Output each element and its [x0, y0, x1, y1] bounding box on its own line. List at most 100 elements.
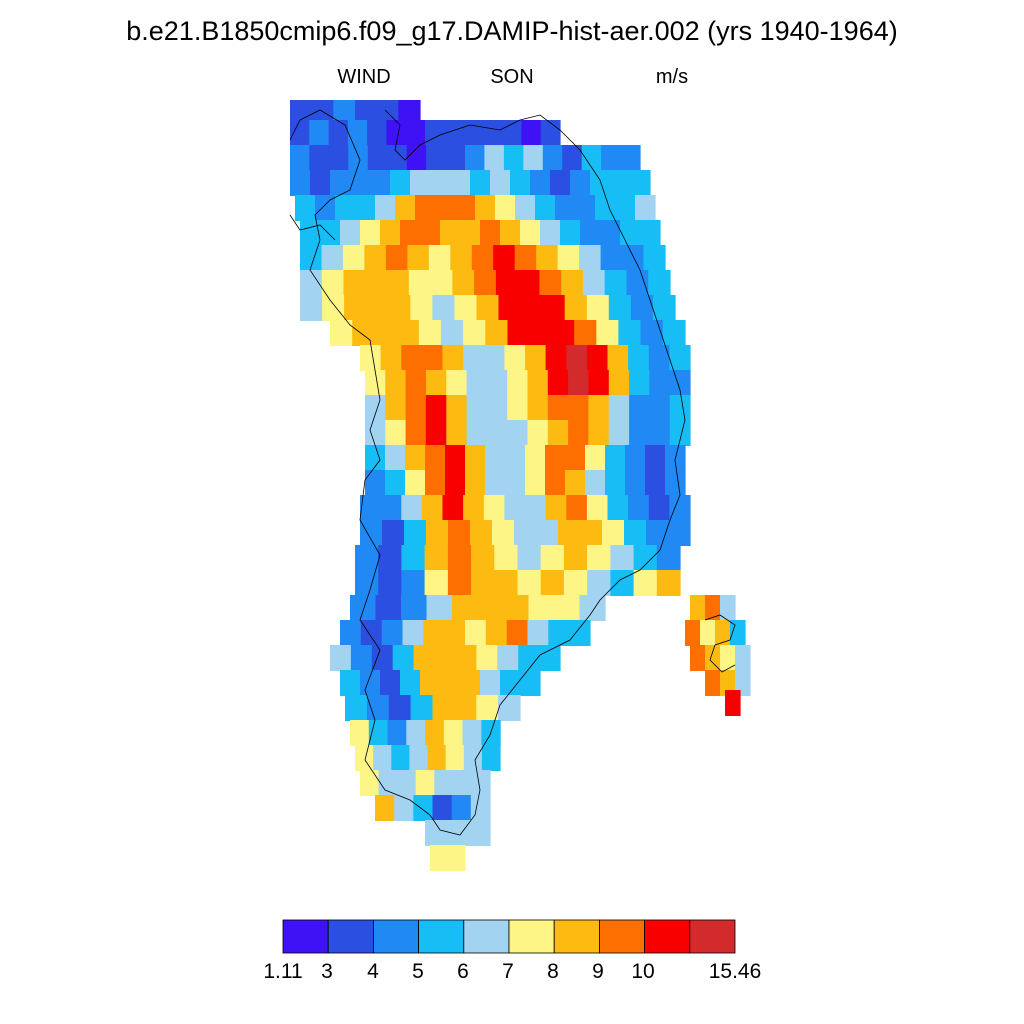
- heatmap-cell: [340, 220, 361, 246]
- heatmap-cell: [628, 495, 650, 521]
- heatmap-cell: [426, 145, 447, 171]
- heatmap-cell: [434, 645, 456, 671]
- heatmap-cell: [401, 345, 423, 371]
- heatmap-cell: [735, 645, 751, 671]
- heatmap-cell: [425, 120, 445, 146]
- heatmap-cell: [423, 620, 445, 646]
- heatmap-cell: [608, 295, 632, 321]
- heatmap-cell: [365, 270, 388, 296]
- heatmap-cell: [629, 370, 650, 396]
- heatmap-cell: [630, 170, 651, 196]
- heatmap-cell: [568, 420, 589, 446]
- colorbar-swatch: [282, 919, 329, 954]
- heatmap-cell: [450, 170, 471, 196]
- heatmap-cell: [542, 145, 563, 171]
- colorbar-swatch: [418, 919, 465, 954]
- heatmap-cell: [365, 445, 386, 471]
- heatmap-cell: [590, 170, 611, 196]
- heatmap-cell: [730, 620, 746, 646]
- heatmap-cell: [504, 495, 526, 521]
- heatmap-cell: [401, 595, 428, 621]
- heatmap-cell: [547, 370, 569, 396]
- heatmap-cell: [395, 195, 416, 221]
- heatmap-cell: [529, 320, 553, 346]
- heatmap-cell: [668, 520, 691, 546]
- heatmap-cell: [471, 570, 495, 596]
- heatmap-cell: [465, 145, 485, 171]
- heatmap-cell: [465, 445, 486, 471]
- colorbar-tick-label: 7: [502, 960, 514, 983]
- heatmap-cell: [428, 245, 451, 271]
- heatmap-cell: [470, 795, 491, 821]
- heatmap-cell: [510, 170, 531, 196]
- heatmap-cell: [405, 395, 427, 421]
- heatmap-cell: [345, 695, 368, 721]
- heatmap-cell: [470, 170, 491, 196]
- heatmap-cell: [564, 295, 588, 321]
- heatmap-cell: [705, 670, 721, 696]
- heatmap-cell: [485, 445, 506, 471]
- heatmap-cell: [520, 220, 541, 246]
- heatmap-cell: [385, 445, 406, 471]
- heatmap-cell: [656, 545, 681, 571]
- heatmap-cell: [517, 545, 542, 571]
- heatmap-cell: [400, 670, 421, 696]
- heatmap-cell: [378, 545, 402, 571]
- heatmap-cell: [485, 320, 509, 346]
- heatmap-cell: [350, 720, 370, 746]
- heatmap-cell: [406, 145, 427, 171]
- heatmap-cell: [418, 320, 442, 346]
- heatmap-cell: [565, 445, 586, 471]
- heatmap-cell: [536, 520, 559, 546]
- heatmap-cell: [725, 690, 741, 716]
- heatmap-cell: [690, 645, 706, 671]
- heatmap-cell: [536, 245, 559, 271]
- heatmap-cell: [503, 145, 524, 171]
- heatmap-cell: [360, 670, 381, 696]
- heatmap-cell: [480, 220, 501, 246]
- heatmap-cell: [385, 420, 407, 446]
- heatmap-cell: [622, 245, 645, 271]
- heatmap-cell: [579, 245, 602, 271]
- heatmap-cell: [425, 445, 446, 471]
- heatmap-cell: [585, 470, 606, 496]
- colorbar-tick-label: 15.46: [708, 960, 762, 983]
- heatmap-cell: [485, 470, 506, 496]
- heatmap-cell: [604, 270, 628, 296]
- heatmap-cell: [446, 395, 468, 421]
- heatmap-cell: [421, 495, 444, 521]
- heatmap-cell: [720, 670, 736, 696]
- colorbar-tick-label: 6: [457, 960, 469, 983]
- heatmap-cell: [588, 395, 610, 421]
- heatmap-cell: [445, 445, 466, 471]
- heatmap-cell: [311, 100, 334, 126]
- colorbar-tick-label: 3: [321, 960, 333, 983]
- heatmap-cell: [401, 495, 423, 521]
- heatmap-cell: [600, 245, 623, 271]
- heatmap-cell: [374, 320, 398, 346]
- heatmap-cell: [495, 195, 516, 221]
- heatmap-cell: [607, 345, 629, 371]
- heatmap-cell: [665, 470, 686, 496]
- heatmap-cell: [378, 770, 398, 796]
- heatmap-cell: [410, 170, 431, 196]
- heatmap-cell: [375, 195, 396, 221]
- heatmap-cell: [547, 420, 569, 446]
- heatmap-cell: [625, 445, 646, 471]
- heatmap-cell: [320, 220, 341, 246]
- heatmap-cell: [355, 570, 379, 596]
- heatmap-cell: [498, 295, 522, 321]
- heatmap-cell: [574, 320, 597, 346]
- heatmap-cell: [548, 620, 570, 646]
- heatmap-cell: [340, 670, 361, 696]
- heatmap-cell: [545, 470, 566, 496]
- heatmap-cell: [430, 170, 451, 196]
- heatmap-cell: [375, 795, 395, 821]
- heatmap-cell: [624, 520, 647, 546]
- heatmap-cell: [525, 495, 547, 521]
- heatmap-cell: [447, 570, 472, 596]
- heatmap-cell: [388, 695, 412, 721]
- heatmap-cell: [554, 595, 581, 621]
- colorbar-tick-label: 5: [412, 960, 424, 983]
- heatmap-cell: [629, 420, 650, 446]
